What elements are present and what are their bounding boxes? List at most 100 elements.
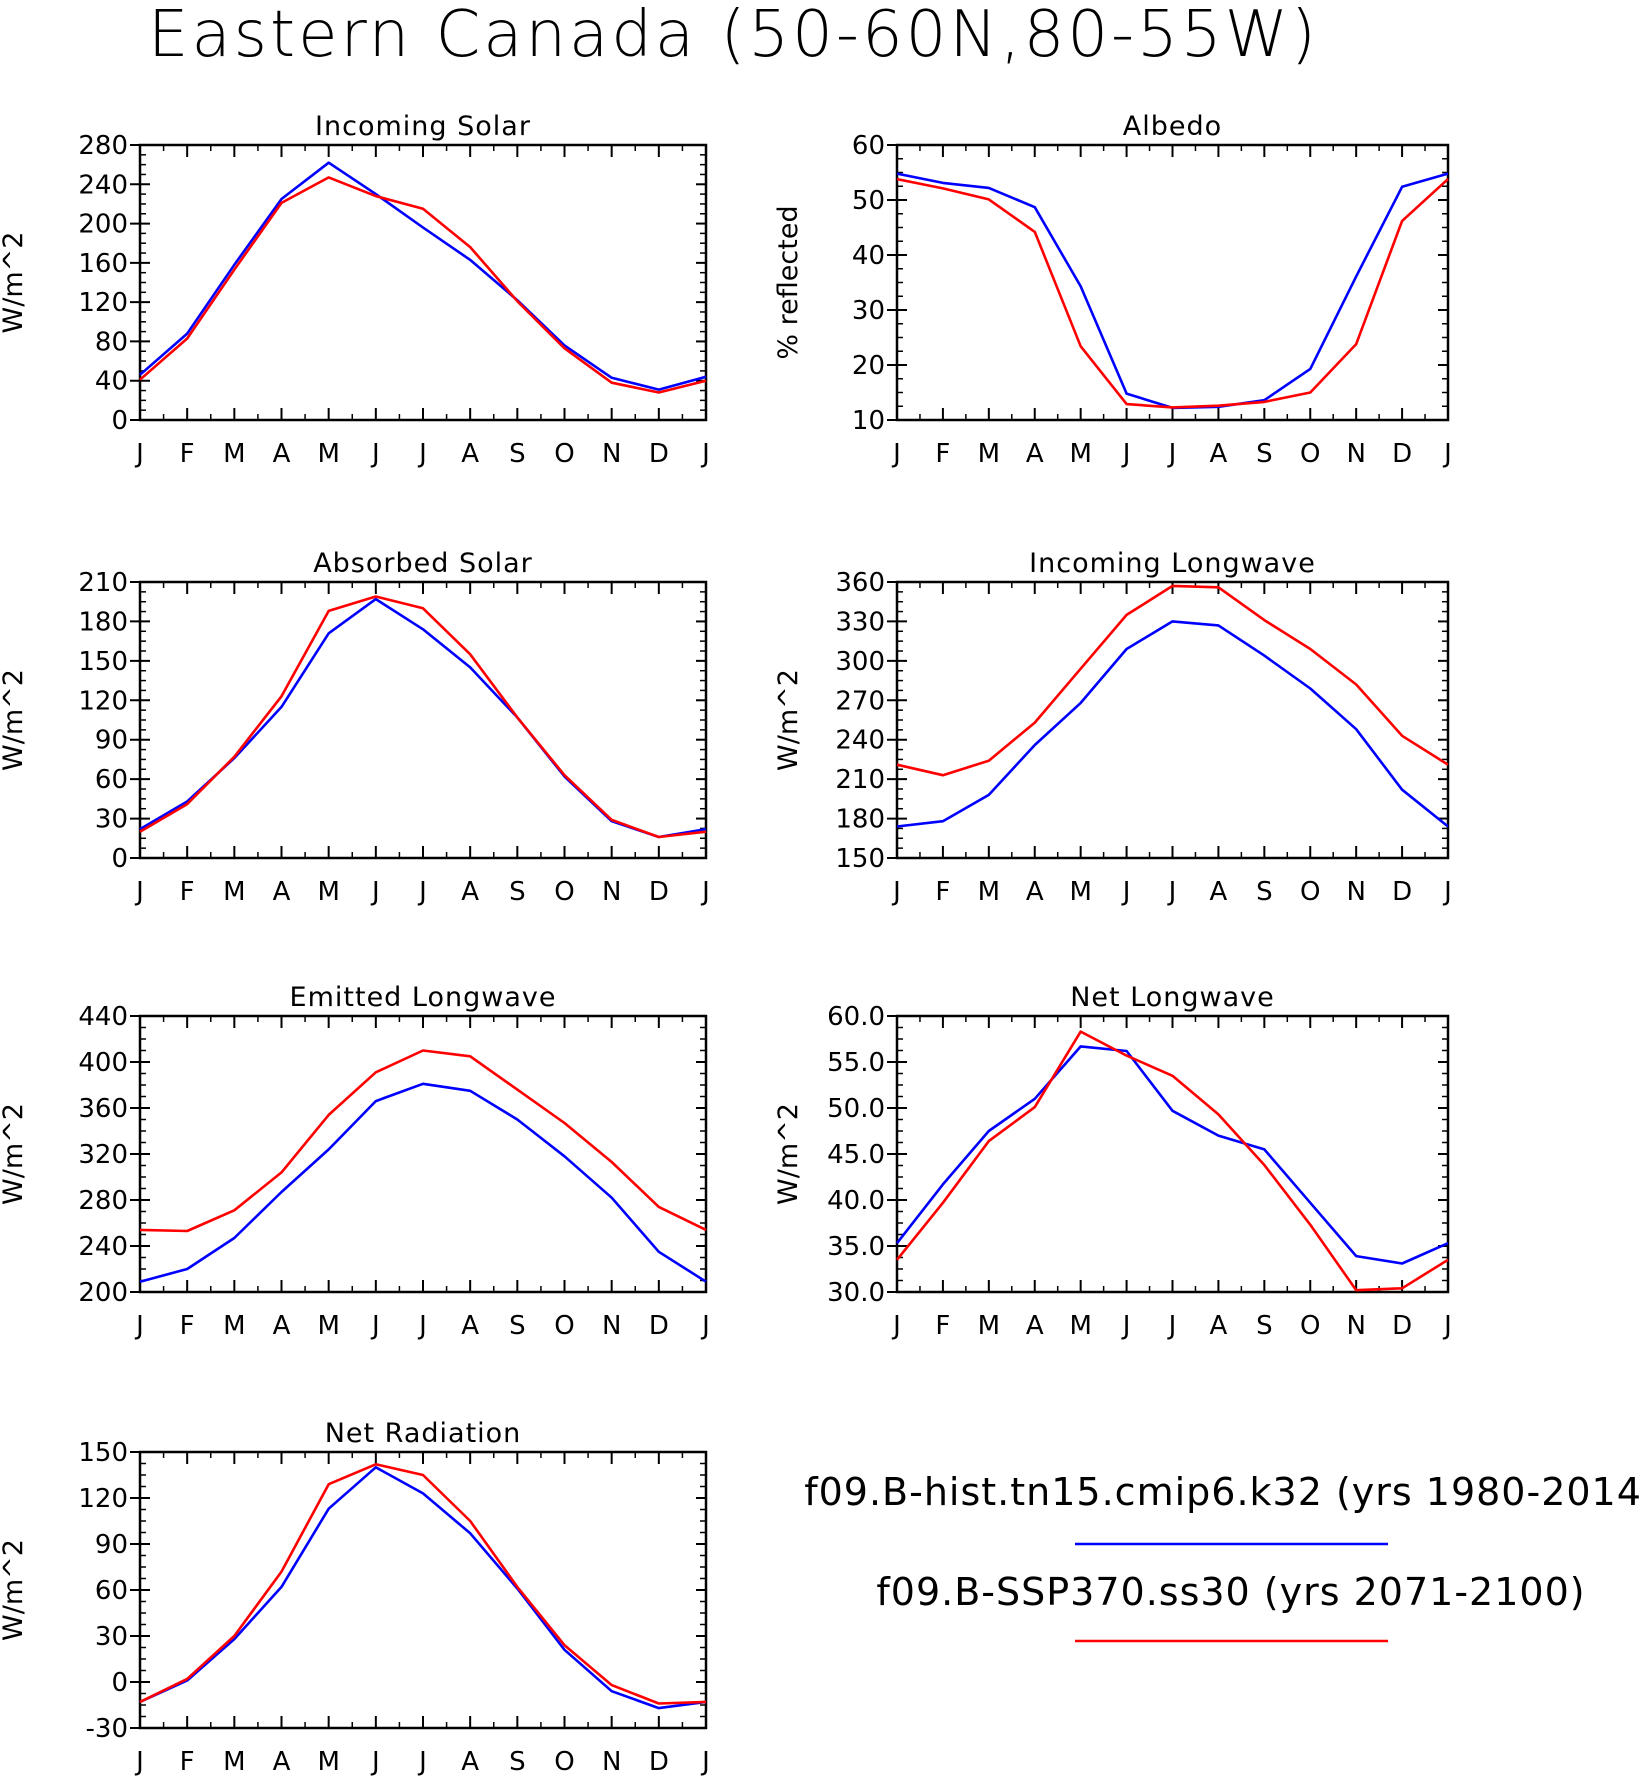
y-tick-label: 35.0 <box>827 1232 885 1262</box>
y-tick-label: 30 <box>95 805 128 835</box>
y-tick-label: 45.0 <box>827 1140 885 1170</box>
plot-frame <box>138 580 708 860</box>
series-line-ssp370 <box>139 1463 707 1705</box>
x-tick-label: M <box>317 877 339 907</box>
legend-label-hist: f09.B-hist.tn15.cmip6.k32 (yrs 1980-2014… <box>804 1470 1643 1514</box>
x-tick-label: J <box>417 877 427 907</box>
x-tick-label: F <box>935 877 950 907</box>
y-tick-label: 150 <box>78 647 128 677</box>
y-tick-label: 40 <box>95 367 128 397</box>
y-tick-label: 120 <box>78 1484 128 1514</box>
y-tick-label: 440 <box>78 1002 128 1032</box>
y-tick-label: 60 <box>95 1576 128 1606</box>
x-tick-label: J <box>700 439 710 469</box>
x-tick-label: M <box>978 877 1000 907</box>
x-tick-label: S <box>509 439 526 469</box>
figure-title: Eastern Canada (50-60N,80-55W) <box>148 0 1319 72</box>
x-tick-label: S <box>1256 439 1273 469</box>
chart-title: Incoming Solar <box>315 111 531 142</box>
series-line-ssp370 <box>895 1030 1449 1292</box>
x-tick-label: M <box>1069 877 1091 907</box>
chart-title: Incoming Longwave <box>1029 548 1316 579</box>
y-tick-label: 120 <box>78 288 128 318</box>
y-tick-label: 40.0 <box>827 1186 885 1216</box>
x-tick-label: O <box>554 877 574 907</box>
chart-title: Net Radiation <box>325 1418 522 1449</box>
series-line-hist <box>139 1466 707 1710</box>
y-tick-label: 60.0 <box>827 1002 885 1032</box>
y-axis-label: W/m^2 <box>0 1539 29 1641</box>
y-tick-label: 0 <box>111 406 128 436</box>
y-tick-label: 150 <box>835 844 885 874</box>
x-tick-label: M <box>223 877 245 907</box>
x-tick-label: J <box>1442 1311 1452 1341</box>
series-line-hist <box>139 597 707 839</box>
x-tick-label: J <box>700 1747 710 1777</box>
x-tick-label: J <box>891 439 901 469</box>
x-tick-label: J <box>134 877 144 907</box>
y-tick-label: 80 <box>95 327 128 357</box>
y-tick-label: 240 <box>835 726 885 756</box>
y-tick-label: 0 <box>111 1668 128 1698</box>
series-line-hist <box>896 172 1449 410</box>
x-tick-label: A <box>461 439 479 469</box>
y-tick-label: 30.0 <box>827 1278 885 1308</box>
x-tick-label: A <box>273 1311 291 1341</box>
x-tick-label: J <box>891 877 901 907</box>
y-tick-label: 320 <box>78 1140 128 1170</box>
x-tick-label: J <box>700 877 710 907</box>
series-line-ssp370 <box>139 595 707 839</box>
y-tick-label: 360 <box>78 1094 128 1124</box>
x-tick-label: F <box>180 1747 195 1777</box>
y-tick-label: 120 <box>78 686 128 716</box>
y-tick-label: 180 <box>835 805 885 835</box>
x-tick-label: A <box>461 1311 479 1341</box>
series-line-hist <box>139 161 707 391</box>
x-tick-label: J <box>1167 439 1177 469</box>
y-tick-label: 330 <box>835 607 885 637</box>
y-tick-label: 280 <box>78 1186 128 1216</box>
x-tick-label: N <box>602 1747 621 1777</box>
x-tick-label: A <box>1210 1311 1228 1341</box>
y-tick-label: 40 <box>852 241 885 271</box>
series-line-ssp370 <box>139 1049 707 1233</box>
y-tick-label: 240 <box>78 170 128 200</box>
x-tick-label: S <box>509 1747 526 1777</box>
x-tick-label: S <box>1256 877 1273 907</box>
y-tick-label: 280 <box>78 131 128 161</box>
x-tick-label: J <box>134 1311 144 1341</box>
x-tick-label: N <box>1346 439 1365 469</box>
x-tick-label: J <box>417 439 427 469</box>
x-tick-label: F <box>935 1311 950 1341</box>
x-tick-label: M <box>1069 439 1091 469</box>
x-tick-label: A <box>1210 877 1228 907</box>
x-tick-label: M <box>1069 1311 1091 1341</box>
x-tick-label: M <box>223 1747 245 1777</box>
x-tick-label: D <box>649 439 669 469</box>
x-tick-label: J <box>417 1747 427 1777</box>
y-tick-label: 90 <box>95 726 128 756</box>
x-tick-label: J <box>370 1311 380 1341</box>
x-tick-label: O <box>1300 1311 1320 1341</box>
y-tick-label: 90 <box>95 1530 128 1560</box>
x-tick-label: M <box>978 1311 1000 1341</box>
y-tick-label: 400 <box>78 1048 128 1078</box>
x-tick-label: M <box>978 439 1000 469</box>
x-tick-label: F <box>180 439 195 469</box>
series-line-hist <box>896 620 1449 828</box>
y-axis-label: W/m^2 <box>0 232 29 334</box>
x-tick-label: O <box>554 1311 574 1341</box>
x-tick-label: O <box>554 439 574 469</box>
x-tick-label: D <box>1392 439 1412 469</box>
x-tick-label: J <box>700 1311 710 1341</box>
x-tick-label: N <box>602 439 621 469</box>
y-tick-label: 55.0 <box>827 1048 885 1078</box>
chart-title: Emitted Longwave <box>290 982 557 1013</box>
series-line-hist <box>139 1082 707 1283</box>
x-tick-label: D <box>1392 1311 1412 1341</box>
x-tick-label: O <box>1300 877 1320 907</box>
y-tick-label: 200 <box>78 210 128 240</box>
